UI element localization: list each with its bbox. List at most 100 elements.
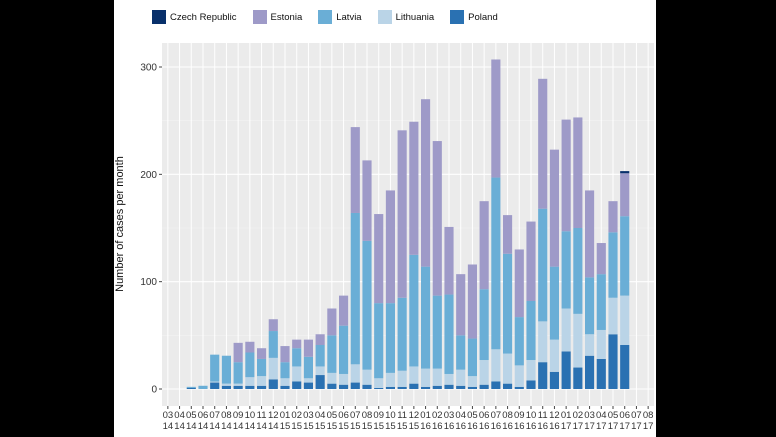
bar-segment-lithuania (268, 357, 278, 380)
bar-segment-lithuania (620, 295, 630, 345)
x-tick-label-year: 15 (385, 421, 396, 432)
bar-segment-lithuania (456, 369, 466, 386)
x-tick-label-year: 17 (596, 421, 607, 432)
bar-segment-latvia (280, 362, 290, 379)
bar-segment-latvia (303, 356, 313, 379)
x-tick-label-month: 08 (221, 410, 232, 421)
bar-segment-latvia (421, 266, 431, 369)
legend-label: Lithuania (395, 11, 435, 23)
bar-segment-poland (397, 386, 407, 389)
y-tick-label: 100 (140, 277, 157, 288)
bar-segment-latvia (503, 253, 513, 354)
x-tick-label-year: 15 (350, 421, 361, 432)
bar-segment-lithuania (210, 381, 220, 383)
bar-segment-estonia (596, 243, 606, 275)
bar-segment-poland (350, 382, 360, 389)
x-tick-label-month: 01 (420, 410, 431, 421)
bar-segment-latvia (221, 355, 231, 384)
x-tick-label-year: 16 (491, 421, 502, 432)
x-tick-label-year: 17 (608, 421, 619, 432)
legend-swatch (377, 10, 392, 24)
bar-segment-lithuania (245, 377, 255, 386)
bar-segment-latvia (374, 303, 384, 379)
x-tick-label-month: 05 (327, 410, 338, 421)
bar-segment-poland (549, 371, 559, 389)
x-tick-label-month: 11 (257, 410, 267, 421)
bar-segment-latvia (479, 289, 489, 361)
x-tick-label-month: 02 (573, 410, 584, 421)
bar-segment-latvia (456, 335, 466, 370)
bar-segment-latvia (585, 277, 595, 335)
x-tick-label-year: 16 (420, 421, 431, 432)
bar-segment-latvia (339, 325, 349, 374)
legend-item-lithuania: Lithuania (377, 10, 435, 24)
x-tick-label-year: 15 (327, 421, 338, 432)
x-tick-label-month: 11 (538, 410, 548, 421)
bar-segment-estonia (456, 274, 466, 336)
x-tick-label-month: 06 (479, 410, 490, 421)
x-tick-label-month: 06 (619, 410, 630, 421)
bar-segment-estonia (350, 127, 360, 213)
bar-segment-poland (421, 386, 431, 389)
bar-segment-latvia (538, 208, 548, 322)
y-tick-label: 300 (140, 63, 157, 74)
x-tick-label-year: 16 (514, 421, 525, 432)
bar-segment-estonia (374, 214, 384, 304)
x-tick-label-month: 04 (174, 410, 185, 421)
x-tick-label-month: 04 (455, 410, 466, 421)
x-tick-label-month: 02 (291, 410, 302, 421)
x-tick-label-month: 03 (163, 410, 174, 421)
bar-segment-lithuania (397, 370, 407, 387)
bar-segment-lithuania (573, 313, 583, 368)
bar-segment-estonia (409, 121, 419, 255)
bar-segment-estonia (421, 99, 431, 267)
bar-segment-poland (374, 387, 384, 389)
x-tick-label-year: 15 (303, 421, 314, 432)
x-tick-label-year: 17 (573, 421, 584, 432)
bar-segment-poland (503, 383, 513, 389)
x-tick-label-year: 16 (455, 421, 466, 432)
bar-segment-latvia (467, 338, 477, 377)
bar-segment-estonia (479, 201, 489, 290)
x-tick-label-year: 16 (467, 421, 478, 432)
bar-segment-latvia (608, 232, 618, 298)
x-tick-label-year: 14 (198, 421, 209, 432)
bar-segment-estonia (362, 160, 372, 241)
x-tick-label-month: 08 (502, 410, 513, 421)
x-tick-label-year: 17 (584, 421, 595, 432)
bar-segment-estonia (303, 339, 313, 357)
x-tick-label-year: 14 (186, 421, 197, 432)
x-tick-label-year: 15 (409, 421, 420, 432)
bar-segment-latvia (596, 274, 606, 330)
bar-segment-poland (514, 386, 524, 389)
bar-segment-estonia (280, 346, 290, 363)
bar-segment-lithuania (479, 360, 489, 385)
bar-segment-latvia (409, 254, 419, 367)
x-tick-label-month: 04 (315, 410, 326, 421)
bar-segment-estonia (514, 249, 524, 318)
x-tick-label-month: 11 (397, 410, 407, 421)
bar-segment-poland (186, 387, 196, 389)
legend-item-czech-republic: Czech Republic (152, 10, 237, 24)
x-tick-label-year: 17 (561, 421, 572, 432)
bar-segment-estonia (561, 119, 571, 232)
bar-segment-poland (432, 385, 442, 389)
bar-segment-lithuania (526, 360, 536, 381)
bar-segment-poland (292, 381, 302, 389)
bar-segment-latvia (514, 317, 524, 366)
bar-segment-estonia (292, 339, 302, 349)
bar-segment-estonia (620, 173, 630, 217)
bar-segment-estonia (573, 117, 583, 228)
x-tick-label-year: 17 (643, 421, 654, 432)
bar-segment-lithuania (538, 321, 548, 363)
bar-segment-estonia (233, 342, 243, 363)
bar-segment-lithuania (549, 339, 559, 372)
bar-segment-poland (303, 382, 313, 389)
bar-segment-poland (444, 384, 454, 389)
x-tick-label-month: 01 (280, 410, 291, 421)
y-tick-label: 200 (140, 170, 157, 181)
bar-segment-poland (608, 334, 618, 389)
x-tick-label-month: 10 (245, 410, 256, 421)
bar-segment-estonia (257, 348, 267, 359)
x-tick-label-month: 09 (514, 410, 525, 421)
